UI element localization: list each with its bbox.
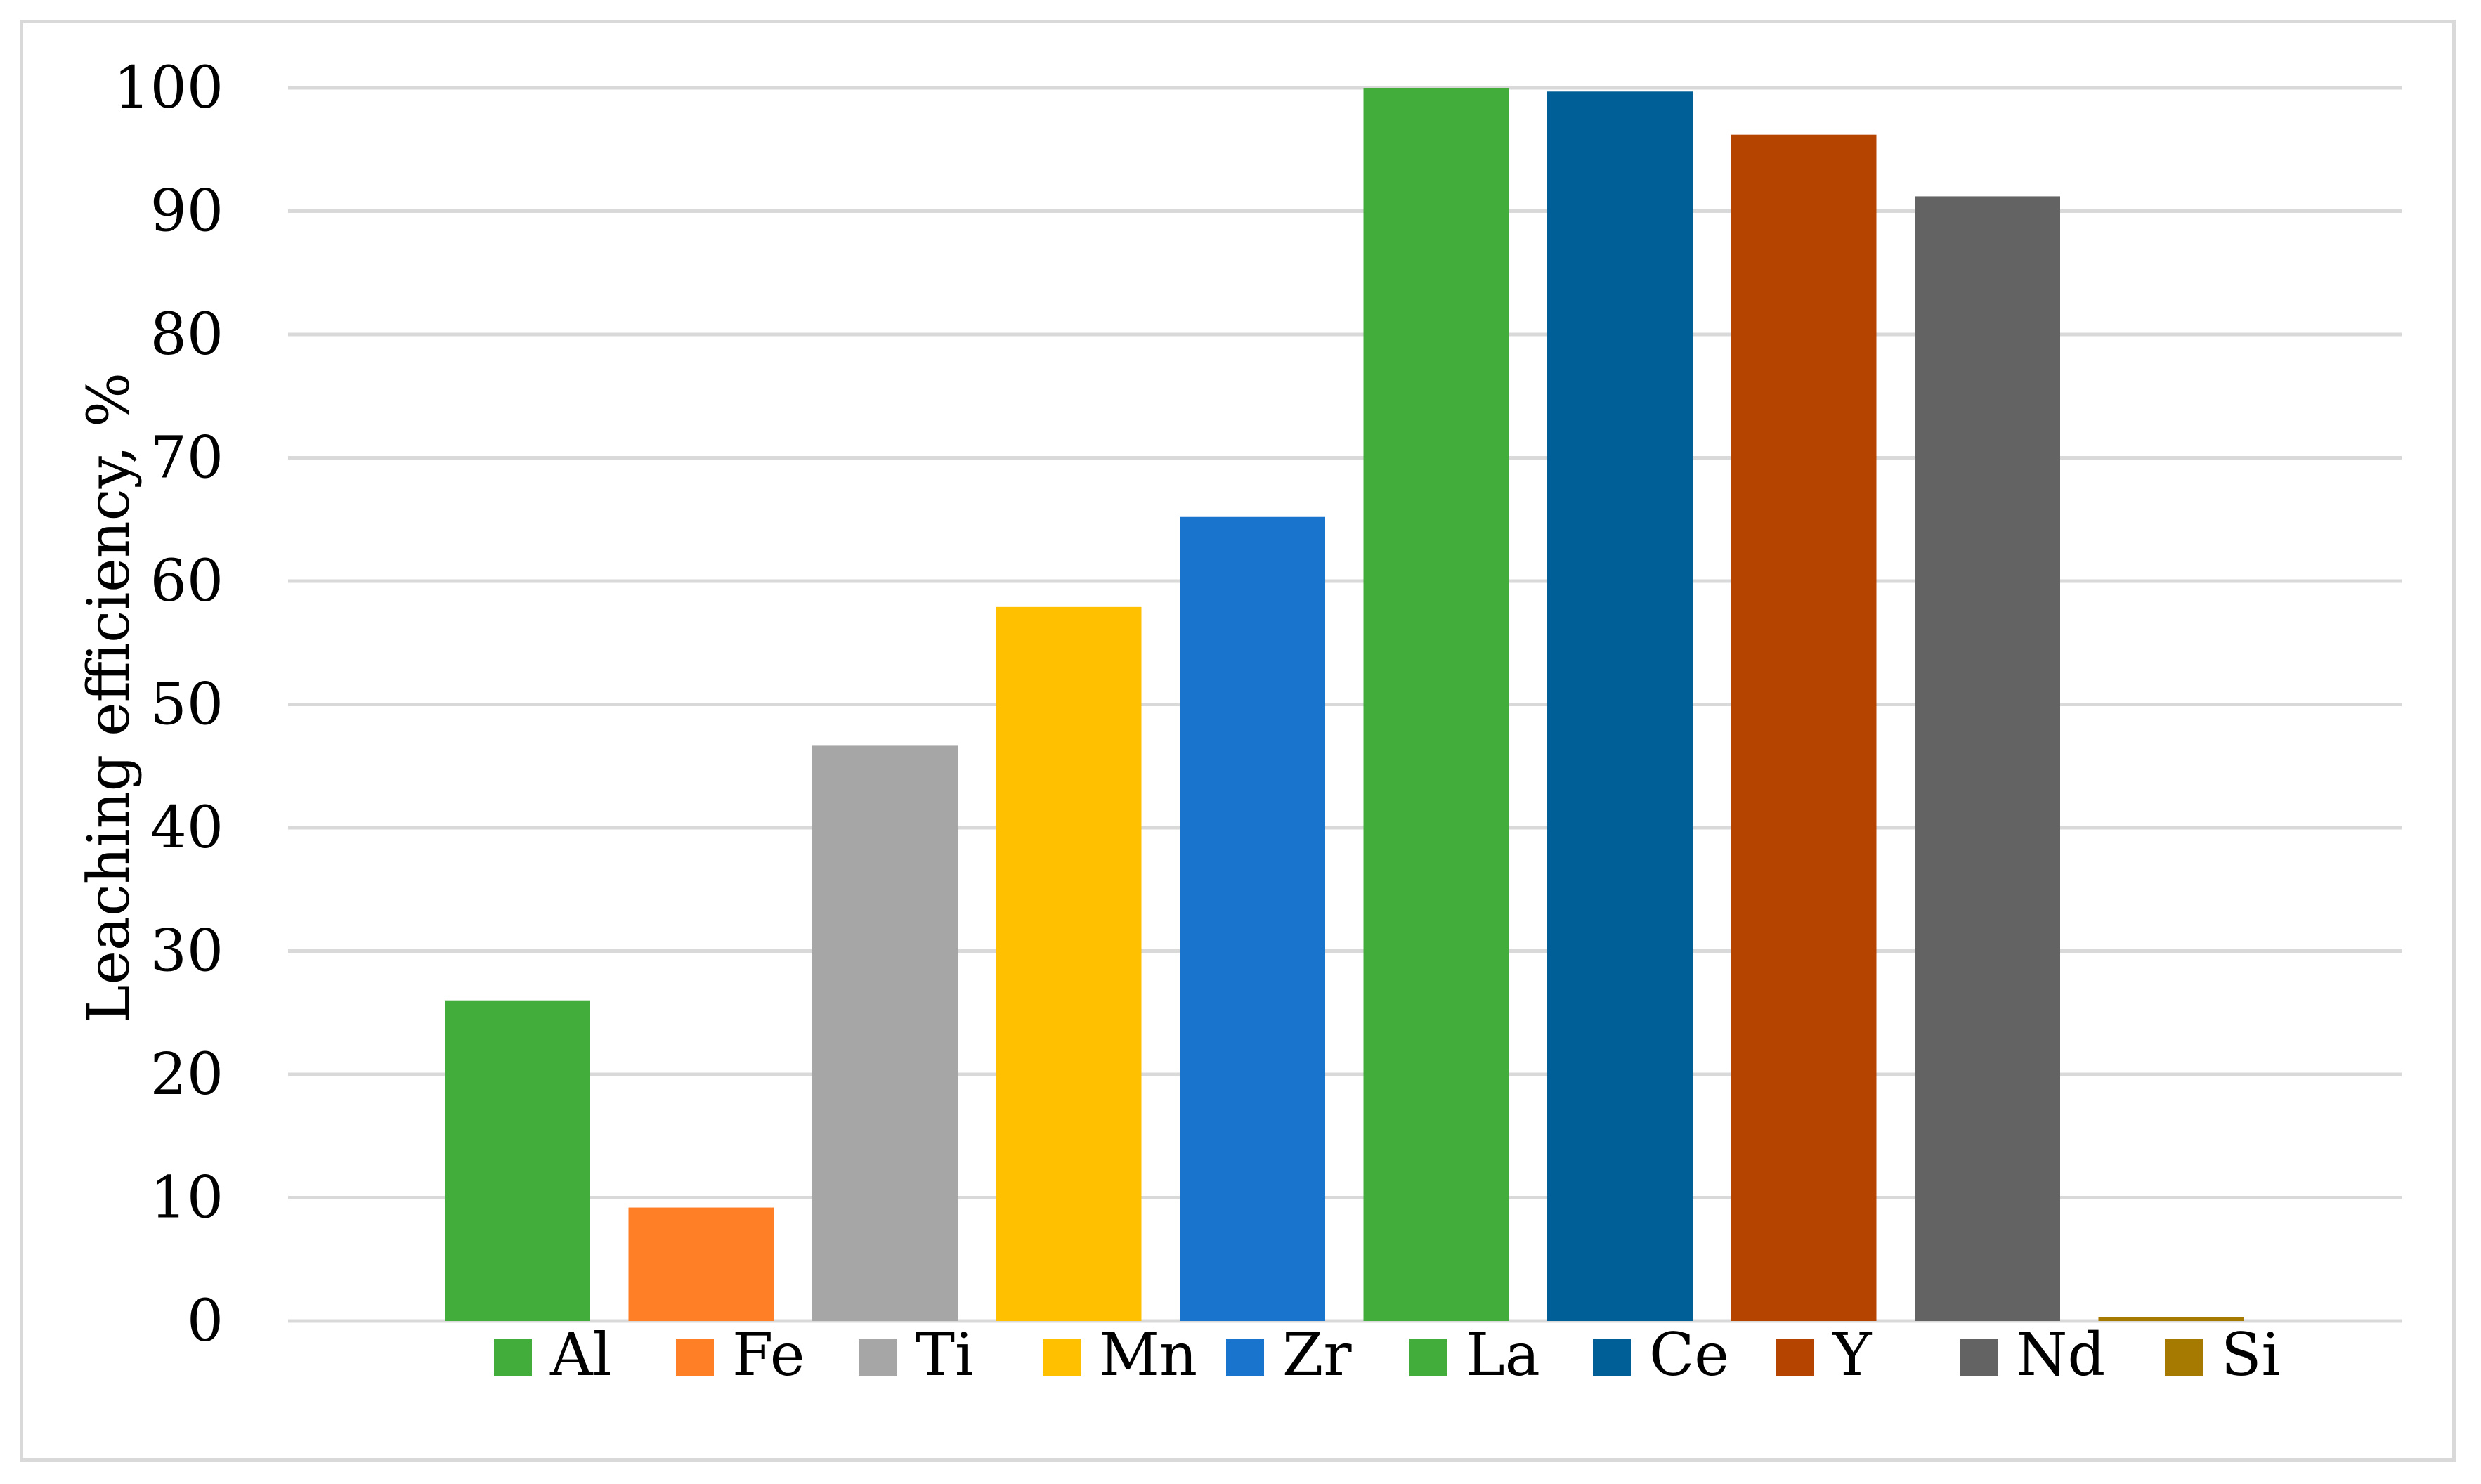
y-tick-label: 60 bbox=[150, 548, 223, 615]
y-tick-label: 90 bbox=[150, 178, 223, 245]
legend-swatch-ti bbox=[859, 1339, 897, 1376]
legend-label-al: Al bbox=[549, 1320, 612, 1389]
chart-frame: 0 10 20 30 40 50 60 70 80 90 100 Al Fe Ti Mn Zr La Ce Y Nd… bbox=[20, 20, 2456, 1462]
legend-swatch-fe bbox=[676, 1339, 714, 1376]
bar-mn bbox=[996, 606, 1142, 1321]
legend-label-mn: Mn bbox=[1099, 1320, 1197, 1389]
legend-label-nd: Nd bbox=[2016, 1320, 2105, 1389]
legend: Al Fe Ti Mn Zr La Ce Y Nd Si bbox=[494, 1320, 2280, 1389]
y-tick-label: 30 bbox=[150, 918, 223, 985]
y-tick-label: 40 bbox=[150, 795, 223, 861]
legend-label-si: Si bbox=[2221, 1320, 2280, 1389]
bars bbox=[445, 88, 2244, 1322]
bar-si bbox=[2098, 1317, 2244, 1321]
legend-label-y: Y bbox=[1832, 1320, 1873, 1389]
legend-swatch-si bbox=[2165, 1339, 2203, 1376]
y-tick-label: 0 bbox=[187, 1288, 223, 1355]
legend-label-fe: Fe bbox=[732, 1320, 805, 1389]
bar-chart: 0 10 20 30 40 50 60 70 80 90 100 Al Fe Ti Mn Zr La Ce Y Nd… bbox=[76, 55, 2402, 1389]
legend-swatch-la bbox=[1409, 1339, 1447, 1376]
legend-swatch-nd bbox=[1960, 1339, 1998, 1376]
bar-zr bbox=[1180, 516, 1325, 1321]
y-tick-label: 10 bbox=[150, 1165, 223, 1232]
legend-swatch-y bbox=[1776, 1339, 1814, 1376]
bar-ce bbox=[1547, 91, 1693, 1321]
y-tick-label: 100 bbox=[113, 55, 223, 122]
bar-y bbox=[1731, 134, 1877, 1322]
y-axis-ticks: 0 10 20 30 40 50 60 70 80 90 100 bbox=[113, 55, 223, 1355]
legend-label-ti: Ti bbox=[916, 1320, 974, 1389]
y-tick-label: 20 bbox=[150, 1041, 223, 1108]
y-tick-label: 80 bbox=[150, 301, 223, 368]
legend-swatch-ce bbox=[1593, 1339, 1631, 1376]
legend-label-zr: Zr bbox=[1282, 1320, 1352, 1389]
legend-swatch-mn bbox=[1043, 1339, 1081, 1376]
y-tick-label: 70 bbox=[150, 425, 223, 492]
bar-fe bbox=[628, 1207, 774, 1321]
bar-nd bbox=[1915, 196, 2060, 1322]
bar-ti bbox=[812, 745, 958, 1321]
legend-swatch-zr bbox=[1226, 1339, 1264, 1376]
y-tick-label: 50 bbox=[150, 672, 223, 738]
bar-la bbox=[1363, 88, 1509, 1321]
gridlines bbox=[288, 86, 2402, 1323]
legend-label-ce: Ce bbox=[1649, 1320, 1729, 1389]
legend-label-la: La bbox=[1466, 1320, 1540, 1389]
y-axis-title: Leaching efficiency, % bbox=[76, 372, 143, 1023]
legend-swatch-al bbox=[494, 1339, 532, 1376]
bar-al bbox=[445, 1000, 590, 1321]
